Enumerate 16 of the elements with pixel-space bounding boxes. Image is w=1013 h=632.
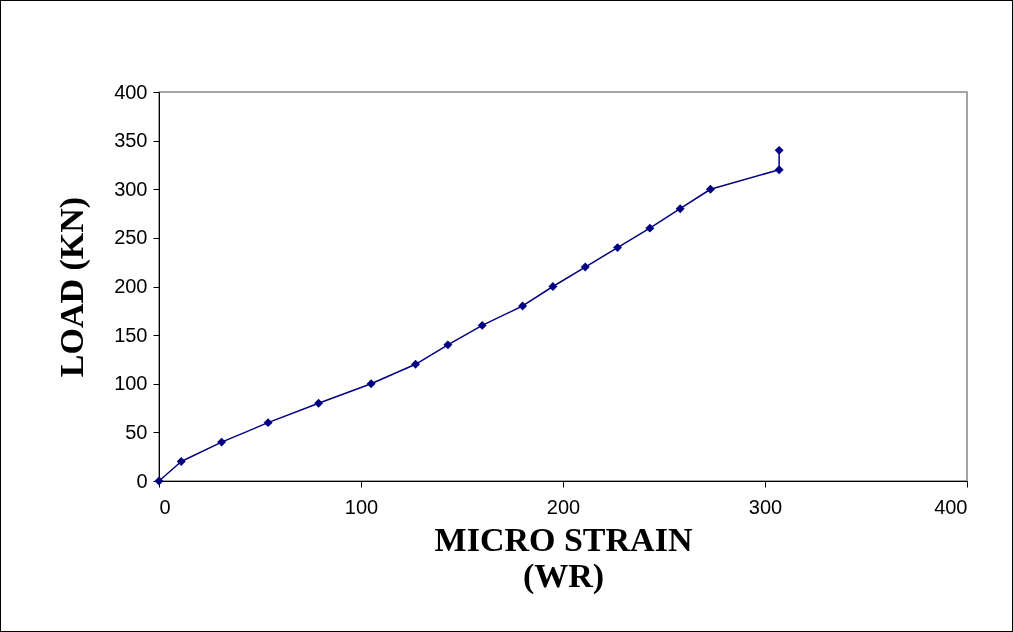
y-tick-label: 0 xyxy=(136,469,148,492)
x-tick-label: 0 xyxy=(159,495,171,518)
y-tick-label: 350 xyxy=(114,129,148,152)
y-tick-label: 200 xyxy=(114,275,148,297)
x-axis-title: MICRO STRAIN (WR) xyxy=(434,520,693,595)
y-tick-label: 250 xyxy=(114,226,148,249)
y-axis-title: LOAD (KN) xyxy=(53,196,92,378)
y-tick-label: 150 xyxy=(114,323,148,346)
y-tick-label: 300 xyxy=(114,177,148,200)
x-tick-label: 100 xyxy=(344,495,379,518)
x-tick-label: 200 xyxy=(546,495,581,518)
x-tick-label: 400 xyxy=(934,495,968,518)
y-tick-label: 100 xyxy=(114,372,148,395)
y-tick-label: 50 xyxy=(125,420,148,443)
y-tick-label: 400 xyxy=(114,80,148,103)
x-tick-label: 300 xyxy=(748,495,783,518)
